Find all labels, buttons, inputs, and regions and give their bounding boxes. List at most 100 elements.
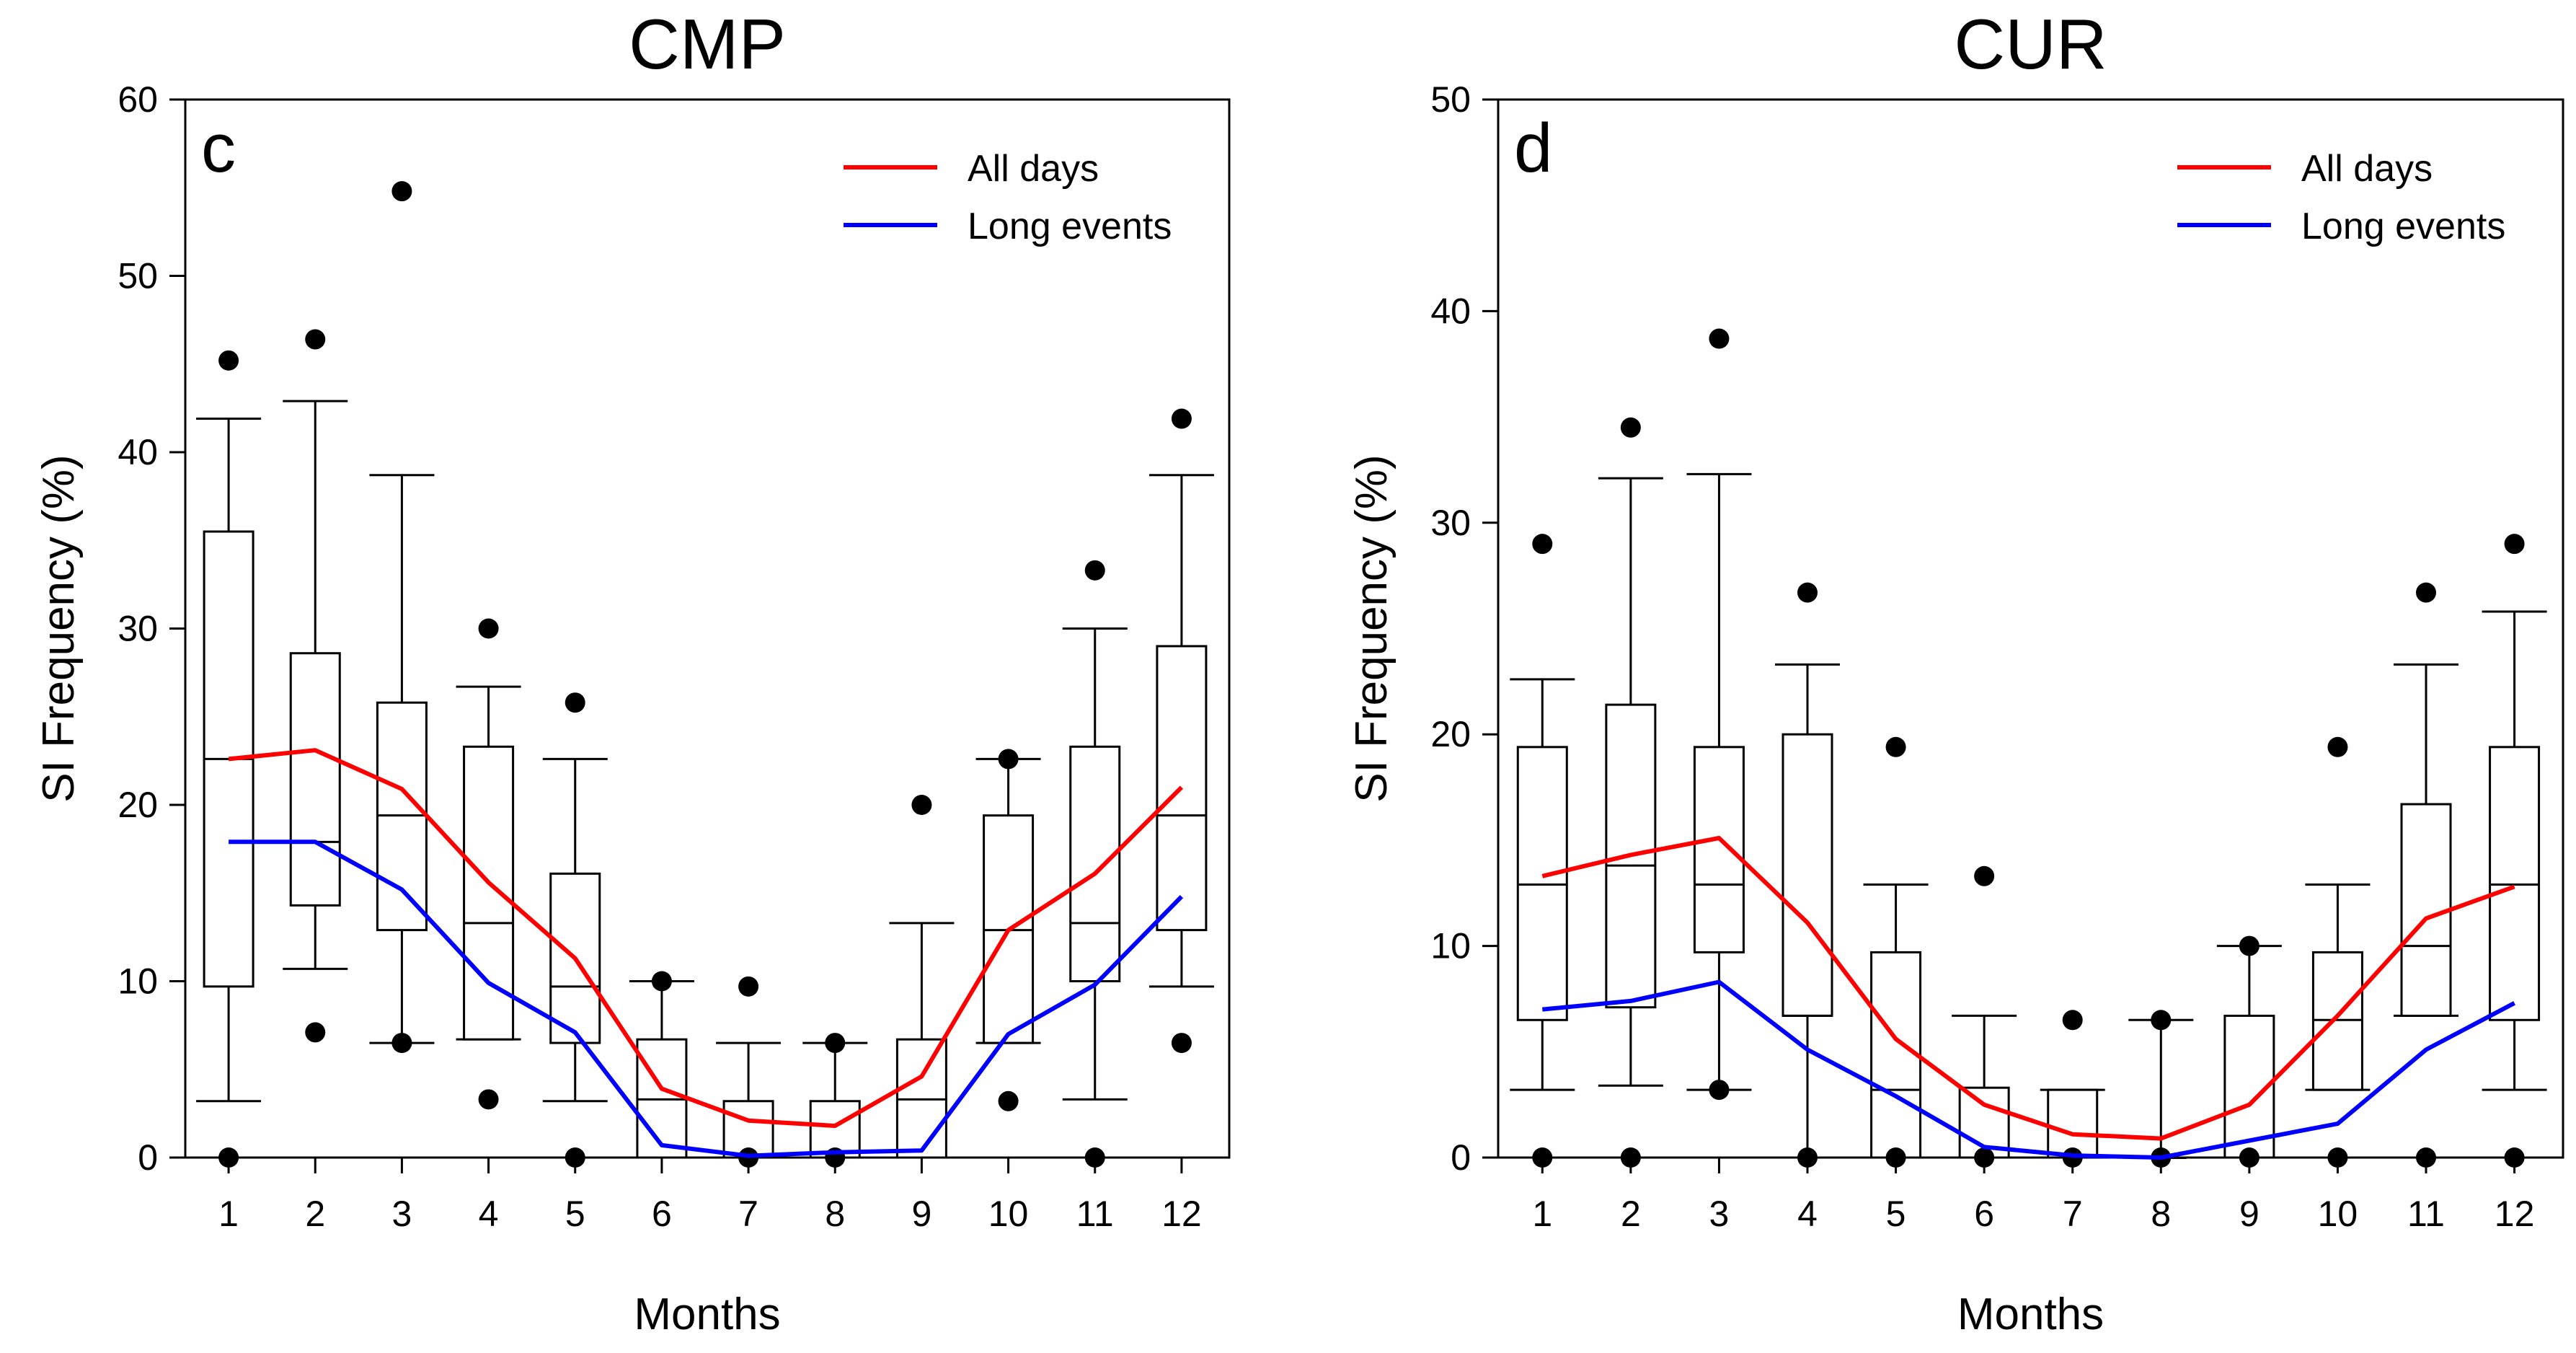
outlier-point [1620, 417, 1641, 438]
y-tick-label: 10 [118, 961, 158, 1002]
y-tick-label: 40 [118, 432, 158, 472]
box-month-6 [1952, 865, 2017, 1168]
outlier-point [1797, 1147, 1818, 1168]
panel-label: d [1514, 110, 1552, 187]
outlier-point [1620, 1147, 1641, 1168]
outlier-point [565, 1147, 585, 1168]
outlier-point [2327, 736, 2348, 757]
x-tick-label: 6 [1974, 1194, 1994, 1234]
y-tick-label: 60 [118, 79, 158, 120]
x-tick-label: 8 [2151, 1194, 2171, 1234]
legend-label-long-events: Long events [2301, 206, 2505, 247]
x-tick-label: 12 [2495, 1194, 2535, 1234]
x-tick-label: 2 [1621, 1194, 1641, 1234]
y-tick-label: 20 [118, 785, 158, 825]
outlier-point [2416, 582, 2437, 603]
outlier-point [2239, 1147, 2259, 1168]
x-tick-label: 1 [218, 1194, 239, 1234]
outlier-point [738, 976, 759, 997]
x-tick-label: 5 [565, 1194, 585, 1234]
outlier-point [478, 1089, 499, 1110]
x-tick-label: 5 [1886, 1194, 1906, 1234]
box-iqr [722, 1100, 774, 1159]
y-tick-label: 50 [118, 256, 158, 296]
box-month-12 [2482, 534, 2547, 1168]
box-iqr [2047, 1088, 2099, 1159]
outlier-point [1974, 865, 1995, 886]
box-month-4 [456, 618, 521, 1110]
x-tick-label: 9 [912, 1194, 932, 1234]
y-tick-label: 10 [1430, 926, 1471, 966]
outlier-point [1709, 1080, 1730, 1101]
legend-label-all-days: All days [2301, 148, 2433, 190]
y-tick-label: 30 [1430, 503, 1471, 543]
box-month-6 [629, 971, 694, 1159]
x-tick-label: 12 [1161, 1194, 1202, 1234]
x-tick-label: 4 [1797, 1194, 1818, 1234]
series-line-all-days [228, 748, 1184, 1128]
x-tick-label: 7 [738, 1194, 758, 1234]
legend-label-long-events: Long events [968, 206, 1172, 247]
outlier-point [1084, 1147, 1105, 1168]
box-month-9 [2216, 935, 2282, 1168]
x-tick-label: 1 [1532, 1194, 1552, 1234]
box-month-8 [2128, 1010, 2194, 1168]
x-axis-label: Months [1957, 1290, 2104, 1339]
box-month-11 [1062, 560, 1128, 1168]
x-tick-label: 11 [2407, 1194, 2445, 1234]
y-tick-label: 20 [1430, 714, 1471, 754]
outlier-point [1974, 1147, 1995, 1168]
outlier-point [305, 1022, 326, 1043]
box-month-5 [1863, 736, 1929, 1168]
box-month-11 [2394, 582, 2459, 1168]
outlier-point [998, 749, 1019, 770]
box-month-5 [542, 692, 608, 1168]
box-month-3 [369, 181, 435, 1054]
x-tick-label: 10 [988, 1194, 1029, 1234]
outlier-point [218, 350, 239, 371]
outlier-point [998, 1090, 1019, 1111]
chart-title: CUR [1954, 4, 2107, 84]
box-iqr [1693, 746, 1745, 953]
outlier-point [825, 1033, 846, 1054]
outlier-point [2504, 1147, 2525, 1168]
box-month-1 [196, 350, 262, 1168]
outlier-point [651, 971, 672, 992]
box-month-1 [1510, 534, 1575, 1168]
box-iqr [2400, 803, 2452, 1017]
box-iqr [1069, 745, 1121, 982]
outlier-point [2416, 1147, 2437, 1168]
box-month-10 [2305, 736, 2371, 1168]
series-line-long-events [1542, 979, 2515, 1160]
outlier-point [1797, 582, 1818, 603]
x-tick-label: 3 [392, 1194, 412, 1234]
outlier-point [2062, 1010, 2083, 1031]
outlier-point [1709, 328, 1730, 349]
legend-label-all-days: All days [968, 148, 1099, 190]
outlier-point [218, 1147, 239, 1168]
outlier-point [1084, 560, 1105, 581]
box-month-4 [1775, 582, 1841, 1168]
outlier-point [1532, 1147, 1553, 1168]
box-iqr [463, 745, 515, 1041]
y-axis-label: SI Frequency (%) [1347, 454, 1397, 802]
box-month-2 [1598, 417, 1663, 1168]
y-axis-label: SI Frequency (%) [34, 454, 84, 802]
x-tick-label: 10 [2318, 1194, 2358, 1234]
box-iqr [289, 652, 341, 907]
x-tick-label: 9 [2239, 1194, 2259, 1234]
outlier-point [2151, 1010, 2172, 1031]
series-line-all-days [1541, 836, 2515, 1141]
outlier-point [2504, 534, 2525, 555]
legend: All days Long events [2177, 148, 2505, 247]
box-month-8 [802, 1033, 868, 1168]
box-month-7 [716, 976, 782, 1168]
outlier-point [1171, 1033, 1192, 1054]
outlier-point [305, 329, 326, 350]
x-tick-label: 2 [305, 1194, 325, 1234]
box-month-12 [1148, 408, 1214, 1054]
outlier-point [1885, 736, 1906, 757]
x-tick-label: 11 [1076, 1194, 1114, 1234]
